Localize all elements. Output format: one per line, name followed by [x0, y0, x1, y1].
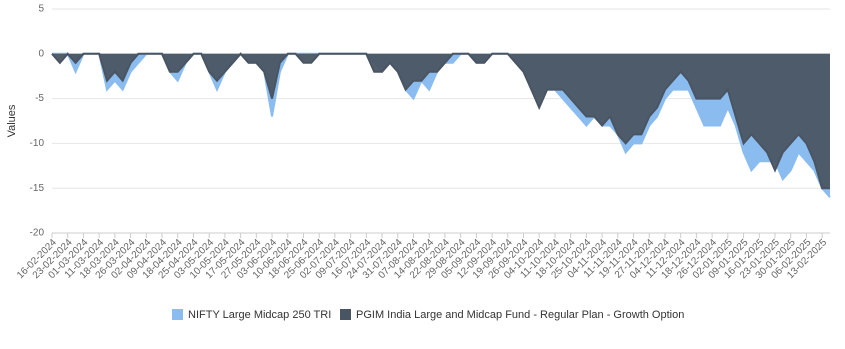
- legend-text[interactable]: NIFTY Large Midcap 250 TRI: [188, 309, 331, 321]
- legend-text[interactable]: PGIM India Large and Midcap Fund - Regul…: [356, 309, 684, 321]
- y-tick-label: -15: [30, 183, 45, 194]
- legend-swatch[interactable]: [340, 309, 351, 320]
- area: [52, 53, 830, 189]
- y-tick-label: -10: [30, 138, 45, 149]
- y-tick-label: -5: [35, 93, 44, 104]
- y-tick-label: 5: [38, 4, 44, 15]
- y-tick-label: -20: [30, 228, 45, 239]
- legend-swatch[interactable]: [172, 309, 183, 320]
- y-tick-label: 0: [38, 48, 44, 59]
- y-axis-label: Values: [6, 104, 18, 137]
- line: [51, 52, 830, 190]
